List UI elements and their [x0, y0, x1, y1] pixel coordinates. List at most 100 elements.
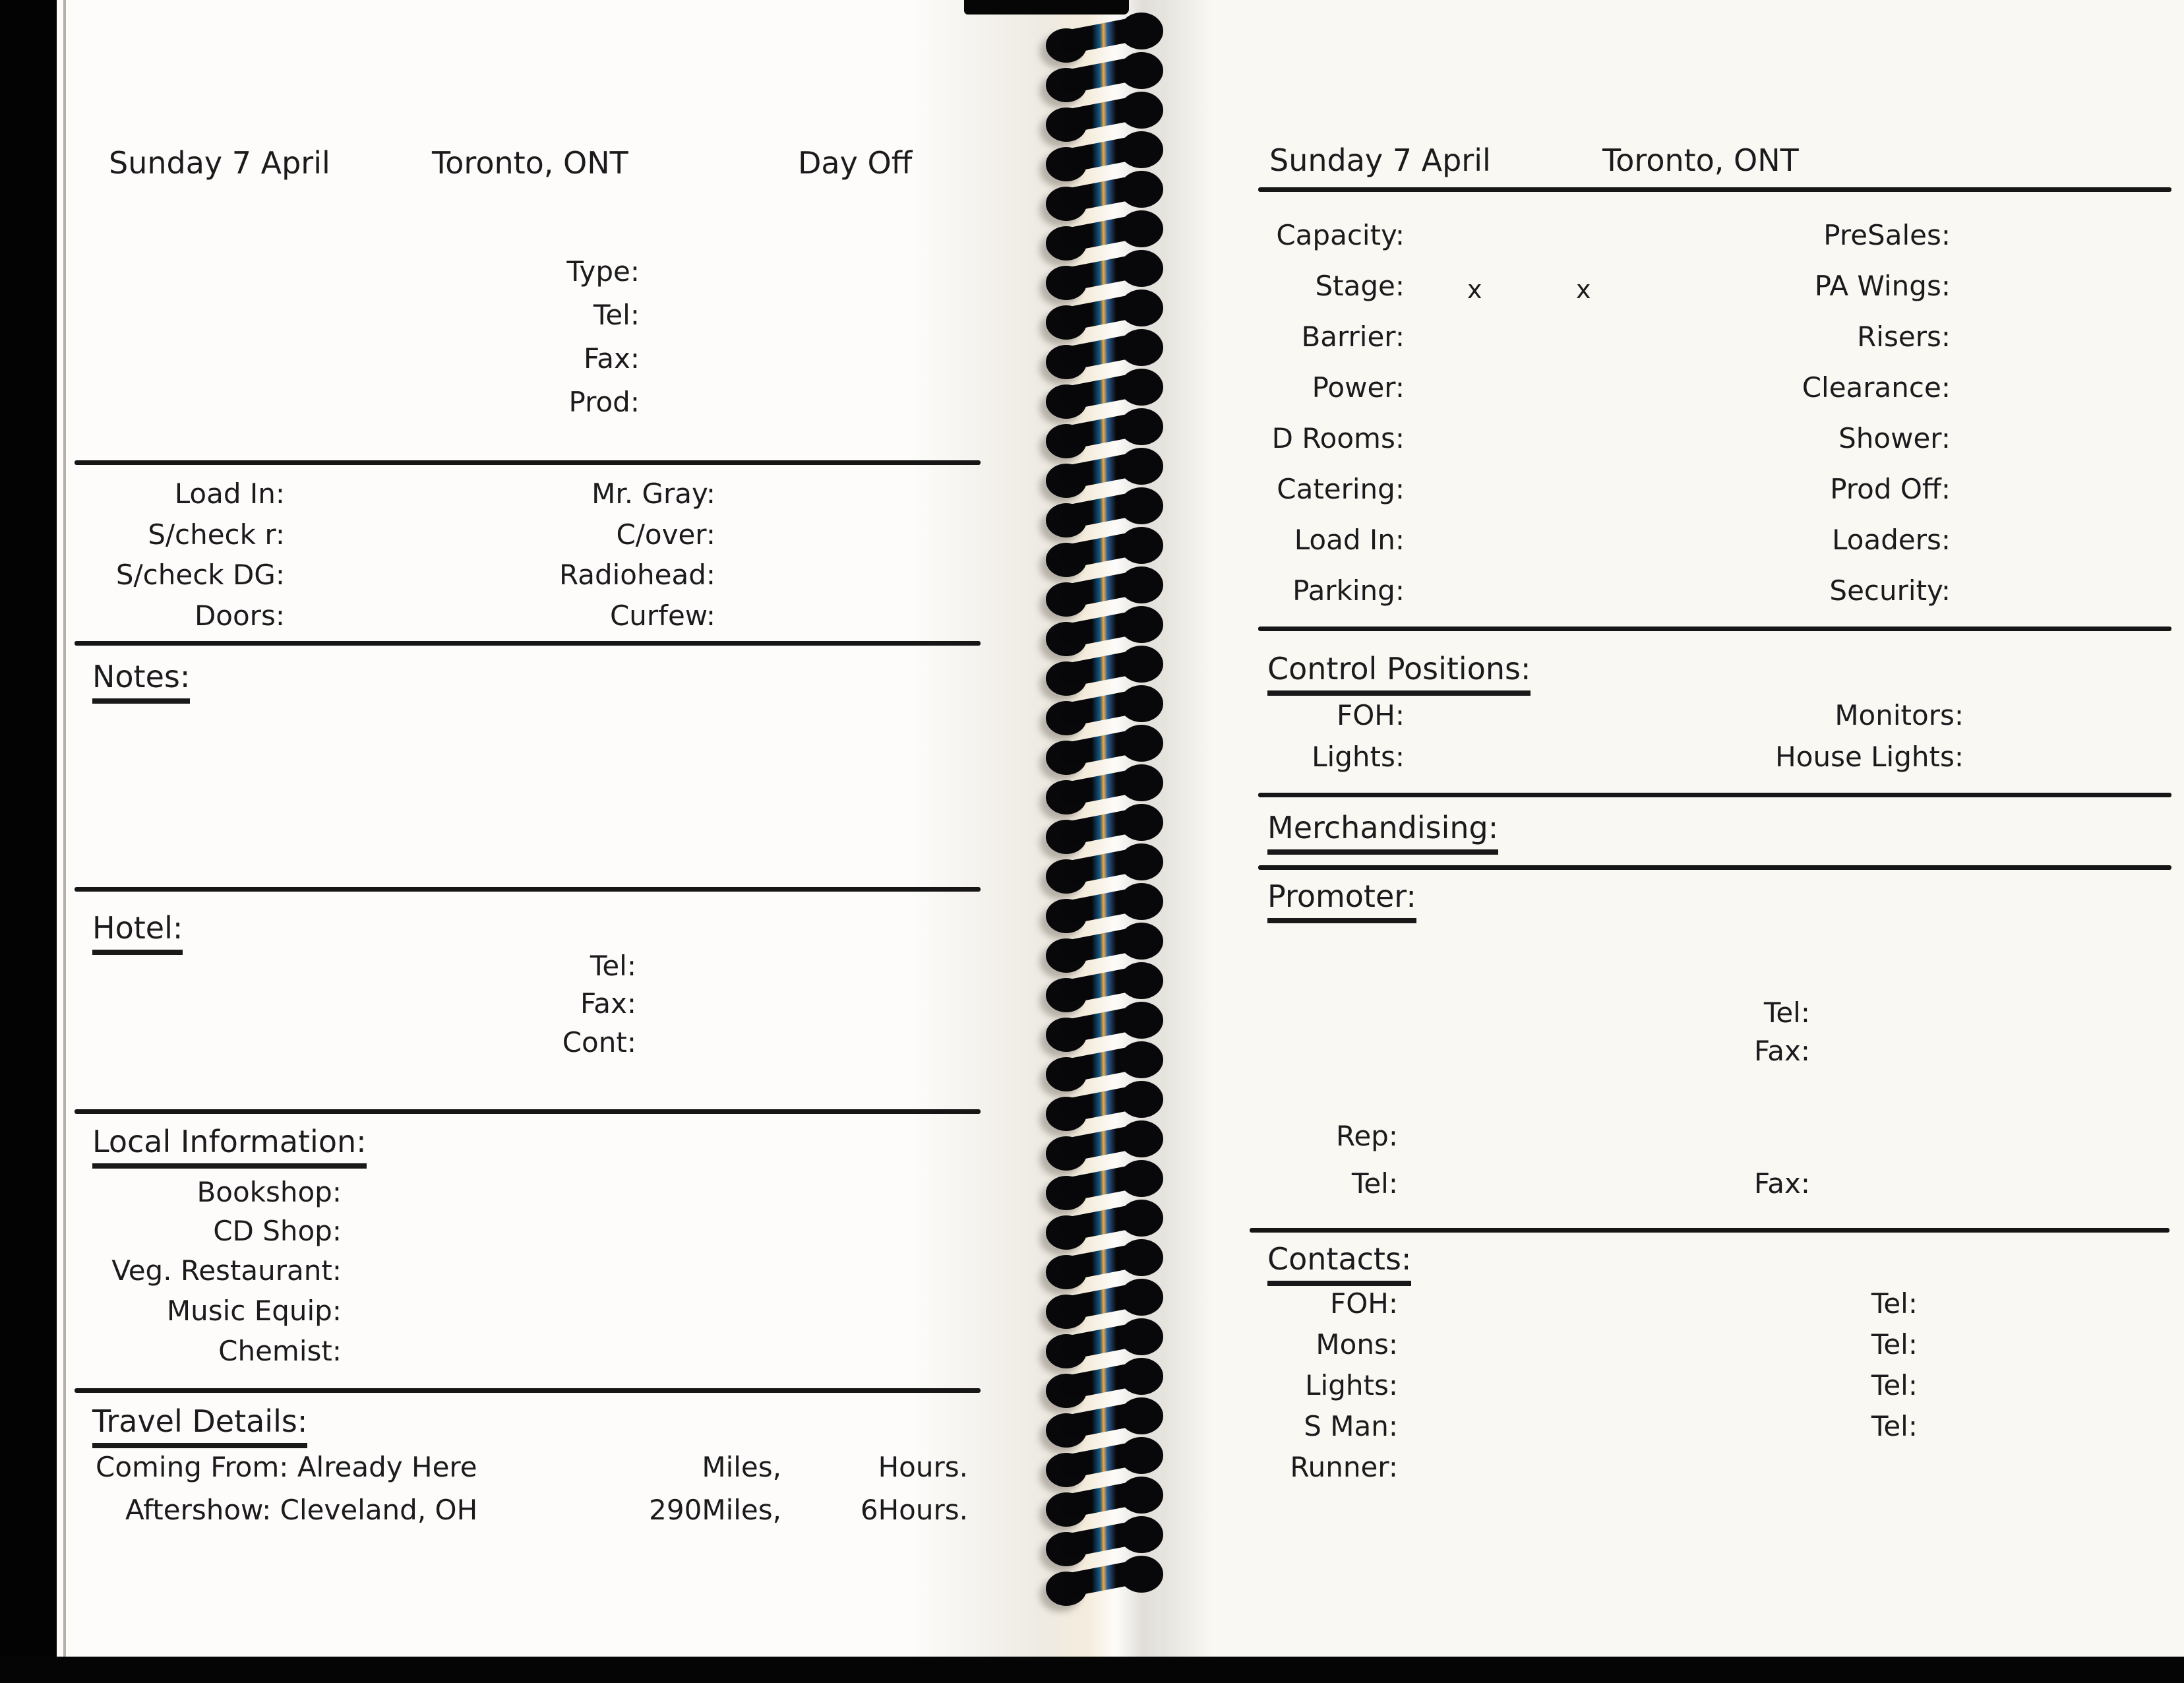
spiral-coil [1046, 566, 1163, 617]
local-cd-shop: CD Shop: [213, 1215, 342, 1247]
spiral-coil [1046, 804, 1163, 854]
field-power: Power: [1312, 371, 1405, 404]
coil-knob-right [1120, 52, 1163, 89]
field-clearance: Clearance: [1802, 371, 1951, 404]
spiral-coil [1046, 606, 1163, 656]
spiral-binding [1046, 0, 1166, 1683]
coil-knob-right [1120, 1081, 1163, 1118]
section-travel-details: Travel Details: [92, 1402, 308, 1448]
spiral-coil [1046, 1477, 1163, 1527]
section-promoter: Promoter: [1267, 877, 1416, 923]
field-doors: Doors: [194, 599, 285, 632]
coil-knob-right [1120, 1318, 1163, 1355]
spiral-coil [1046, 487, 1163, 537]
coil-knob-right [1120, 923, 1163, 960]
field-load-in: Load In: [174, 477, 285, 510]
coil-knob-right [1120, 408, 1163, 445]
coil-knob-right [1120, 646, 1163, 683]
local-bookshop: Bookshop: [197, 1176, 342, 1208]
coil-knob-right [1120, 685, 1163, 722]
coil-knob-right [1120, 606, 1163, 643]
spiral-coil [1046, 883, 1163, 933]
coil-knob-right [1120, 92, 1163, 129]
coil-knob-right [1120, 566, 1163, 603]
spiral-coil [1046, 408, 1163, 458]
local-veg-restaurant: Veg. Restaurant: [111, 1254, 342, 1287]
spiral-coil [1046, 13, 1163, 63]
field-parking: Parking: [1292, 574, 1405, 607]
field-security: Security: [1829, 574, 1951, 607]
field-capacity: Capacity: [1276, 219, 1405, 251]
field-presales: PreSales: [1823, 219, 1951, 251]
field-d-rooms: D Rooms: [1271, 422, 1405, 454]
spiral-coil [1046, 369, 1163, 419]
promoter-rep: Rep: [1336, 1120, 1398, 1152]
coil-knob-right [1120, 725, 1163, 762]
field-cover: C/over: [616, 518, 715, 551]
spiral-coil [1046, 171, 1163, 221]
coil-knob-right [1120, 1358, 1163, 1395]
coil-knob-right [1120, 13, 1163, 49]
field-pa-wings: PA Wings: [1814, 270, 1951, 302]
spiral-coil [1046, 646, 1163, 696]
miles-unit: Miles, [702, 1451, 781, 1483]
coil-knob-right [1120, 1279, 1163, 1316]
field-foh: FOH: [1337, 699, 1405, 731]
divider [75, 1388, 981, 1393]
field-house-lights: House Lights: [1775, 741, 1964, 773]
spiral-coil [1046, 448, 1163, 498]
coil-knob-right [1120, 250, 1163, 287]
spiral-coil [1046, 92, 1163, 142]
field-lights: Lights: [1312, 741, 1405, 773]
divider [1258, 187, 2171, 192]
coil-knob-right [1120, 1120, 1163, 1157]
spiral-coil [1046, 962, 1163, 1012]
divider [75, 887, 981, 892]
field-risers: Risers: [1857, 321, 1951, 353]
field-radiohead: Radiohead: [559, 559, 715, 591]
coil-knob-right [1120, 1556, 1163, 1593]
field-stage: Stage: [1315, 270, 1405, 302]
spiral-coil [1046, 843, 1163, 894]
coil-knob-right [1120, 883, 1163, 920]
coil-knob-right [1120, 764, 1163, 801]
spiral-coil [1046, 210, 1163, 260]
coil-knob-right [1120, 843, 1163, 880]
hours-unit: Hours. [878, 1494, 968, 1526]
spiral-coil [1046, 1437, 1163, 1487]
coil-knob-right [1120, 1516, 1163, 1553]
field-catering: Catering: [1277, 473, 1405, 505]
field-mr-gray: Mr. Gray: [592, 477, 715, 510]
spiral-coil [1046, 52, 1163, 102]
travel-row-coming-from: Coming From: Already Here [96, 1448, 477, 1486]
coil-knob-right [1120, 487, 1163, 524]
contact-runner: Runner: [1290, 1451, 1398, 1483]
coil-knob-right [1120, 329, 1163, 366]
coil-knob-right [1120, 290, 1163, 326]
divider [1250, 1228, 2169, 1233]
coil-knob-right [1120, 1397, 1163, 1434]
rep-tel: Tel: [1351, 1167, 1398, 1200]
coil-knob-right [1120, 171, 1163, 208]
divider [75, 1109, 981, 1114]
spiral-coil [1046, 250, 1163, 300]
coil-knob-right [1120, 210, 1163, 247]
coil-knob-right [1120, 448, 1163, 485]
spiral-coil [1046, 1397, 1163, 1448]
field-tel: Tel: [593, 299, 640, 331]
field-barrier: Barrier: [1301, 321, 1405, 353]
divider [75, 641, 981, 646]
hours-value: 6 [860, 1494, 878, 1526]
right-page [1161, 0, 2184, 1683]
miles-value: 290 [649, 1494, 702, 1526]
miles-unit: Miles, [702, 1494, 781, 1526]
spiral-coil [1046, 725, 1163, 775]
spiral-coil [1046, 1120, 1163, 1171]
travel-miles-group: 290Miles, [623, 1491, 781, 1529]
divider [75, 460, 981, 465]
field-monitors: Monitors: [1835, 699, 1964, 731]
travel-hours-group: Hours. [811, 1448, 968, 1486]
coil-knob-right [1120, 369, 1163, 406]
section-hotel: Hotel: [92, 909, 183, 955]
